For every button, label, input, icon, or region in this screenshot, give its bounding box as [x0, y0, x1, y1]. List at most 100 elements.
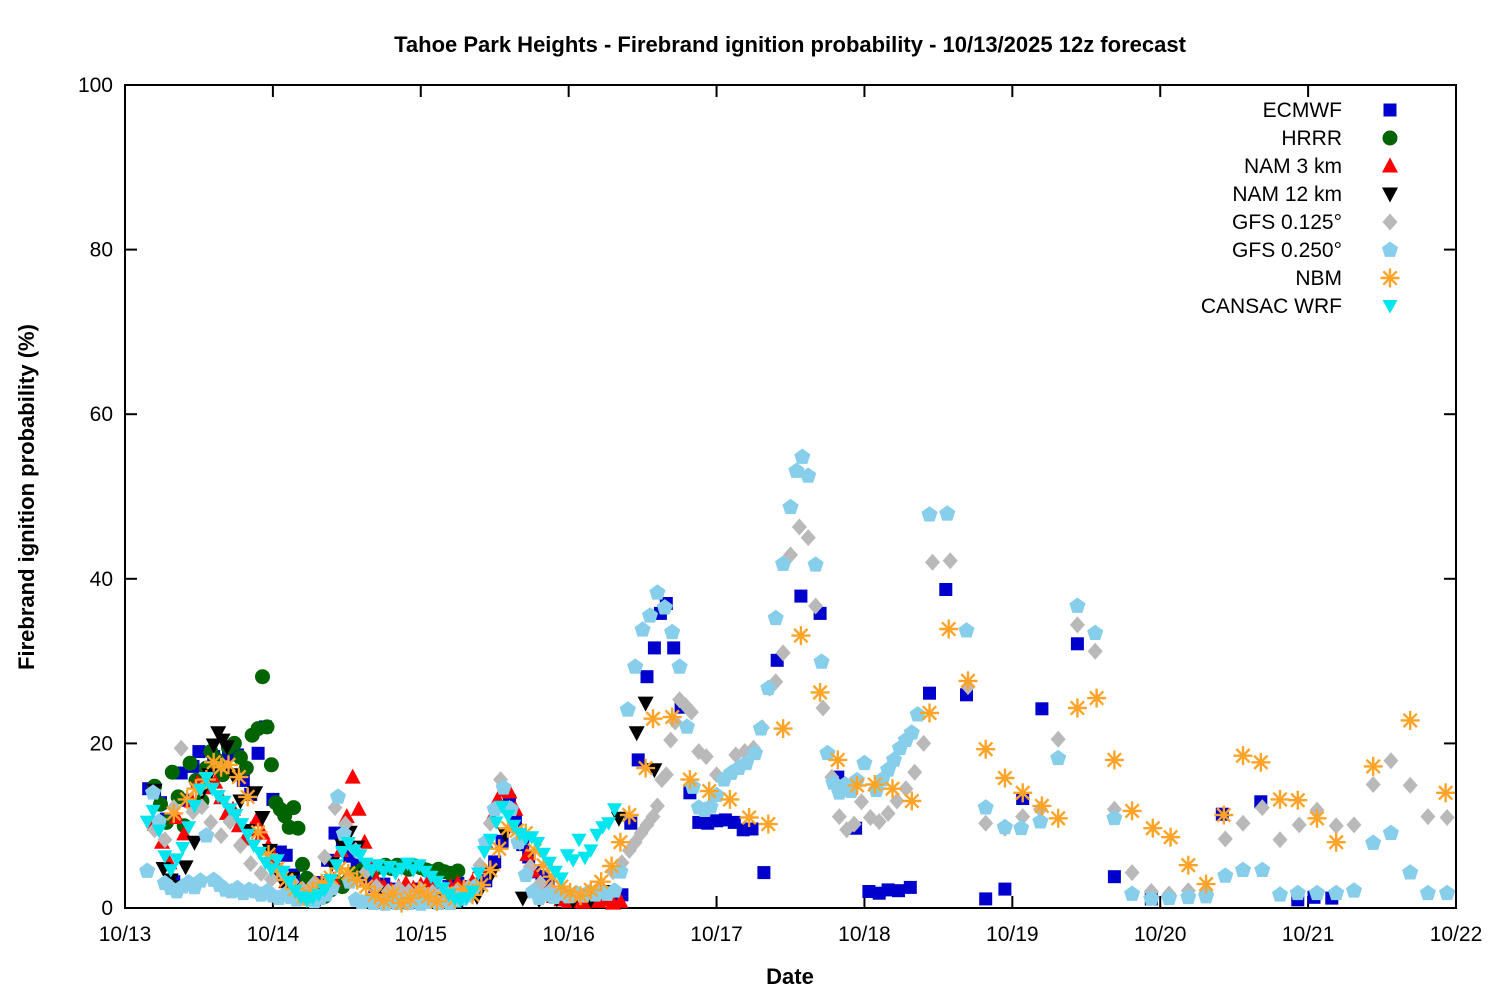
triangle-down-small-marker [139, 815, 155, 830]
pentagon-marker [1382, 824, 1399, 840]
triangle-down-small-marker [317, 883, 333, 898]
legend-item-cansac-wrf: CANSAC WRF [1201, 295, 1398, 318]
pentagon-marker [1050, 749, 1067, 766]
pentagon-marker [641, 607, 659, 623]
asterisk-marker [773, 719, 793, 739]
square-marker [1107, 870, 1121, 884]
triangle-down-small-marker [577, 851, 593, 866]
y-tick-label: 40 [90, 568, 113, 591]
diamond-marker [253, 864, 269, 882]
asterisk-marker [581, 880, 601, 900]
y-axis-label: Firebrand ignition probability (%) [14, 324, 39, 670]
asterisk-marker [1178, 855, 1198, 875]
triangle-down-small-marker [340, 837, 356, 851]
diamond-marker [683, 703, 699, 721]
triangle-down-small-marker [506, 819, 522, 834]
asterisk-marker [1143, 818, 1163, 838]
pentagon-marker [1217, 867, 1234, 883]
legend-label: NAM 3 km [1244, 155, 1342, 178]
diamond-marker [831, 808, 847, 826]
diamond-marker [658, 766, 674, 784]
asterisk-marker [591, 872, 611, 892]
diamond-marker [1439, 809, 1455, 826]
diamond-marker [1365, 776, 1381, 793]
asterisk-marker [847, 775, 867, 795]
square-marker [923, 686, 936, 700]
pentagon-marker [794, 448, 811, 464]
triangle-down-marker [177, 860, 194, 876]
pentagon-marker [1365, 834, 1382, 850]
diamond-marker [1272, 831, 1288, 849]
asterisk-marker [409, 881, 429, 901]
asterisk-marker [1307, 808, 1327, 828]
x-tick-label: 10/22 [1430, 923, 1483, 946]
triangle-down-small-marker [228, 809, 244, 823]
legend: ECMWF HRRR NAM 3 km NAM 12 km GFS 0.125° GFS … [1201, 99, 1400, 318]
pentagon-marker [619, 701, 636, 717]
pentagon-marker [807, 556, 824, 572]
legend-label: GFS 0.125° [1232, 211, 1342, 234]
triangle-down-small-marker [187, 799, 202, 814]
square-marker [745, 822, 759, 836]
circle-marker [164, 764, 180, 780]
square-marker [794, 589, 808, 603]
pentagon-marker [856, 754, 873, 771]
pentagon-marker [1198, 888, 1215, 904]
diamond-marker [1254, 799, 1270, 817]
triangle-down-marker [254, 811, 271, 826]
diamond-marker [1069, 616, 1085, 634]
data-points [139, 448, 1456, 913]
diamond-marker [1124, 864, 1140, 882]
asterisk-marker [995, 768, 1015, 788]
asterisk-marker [229, 767, 249, 787]
diamond-marker [1420, 808, 1436, 826]
triangle-down-small-marker [169, 853, 185, 867]
asterisk-marker [238, 787, 258, 807]
asterisk-marker [939, 619, 959, 639]
triangle-down-small-marker [263, 863, 279, 877]
x-tick-label: 10/13 [99, 923, 152, 946]
diamond-marker [907, 763, 923, 781]
diamond-marker [1087, 642, 1103, 660]
asterisk-marker [958, 671, 978, 691]
x-tick-label: 10/15 [394, 923, 447, 946]
pentagon-marker [752, 720, 769, 736]
diamond-marker [808, 597, 824, 615]
triangle-down-small-marker [192, 783, 208, 797]
chart-title: Tahoe Park Heights - Firebrand ignition … [394, 32, 1186, 57]
asterisk-marker [1363, 756, 1383, 776]
legend-item-ecmwf: ECMWF [1263, 99, 1397, 122]
diamond-marker [157, 831, 173, 849]
square-marker [862, 885, 876, 898]
pentagon-marker [1180, 888, 1197, 905]
triangle-down-small-marker [275, 865, 291, 880]
diamond-marker [925, 553, 940, 571]
square-marker [979, 892, 993, 906]
pentagon-marker [634, 621, 651, 637]
triangle-down-small-marker [536, 847, 551, 862]
pentagon-marker [996, 818, 1013, 835]
diamond-marker [871, 813, 887, 831]
pentagon-marker [139, 862, 156, 878]
asterisk-marker [610, 832, 630, 852]
diamond-marker [1217, 830, 1233, 848]
square-marker [667, 641, 681, 655]
triangle-down-marker [514, 891, 531, 907]
triangle-down-small-marker [234, 818, 250, 832]
pentagon-marker [606, 882, 623, 898]
asterisk-marker [1233, 746, 1253, 766]
diamond-marker [854, 793, 869, 811]
legend-item-nam-3-km: NAM 3 km [1244, 155, 1398, 178]
asterisk-marker [636, 758, 656, 778]
diamond-marker [1291, 816, 1307, 834]
pentagon-marker [1419, 884, 1436, 901]
asterisk-marker [680, 770, 700, 790]
asterisk-marker [1270, 789, 1290, 809]
circle-marker [450, 863, 466, 879]
triangle-down-small-marker [553, 872, 569, 886]
square-marker [647, 641, 661, 655]
triangle-up-marker [612, 892, 629, 908]
triangle-down-small-marker [571, 833, 587, 848]
triangle-down-small-marker [488, 816, 504, 830]
square-marker [1070, 637, 1084, 651]
